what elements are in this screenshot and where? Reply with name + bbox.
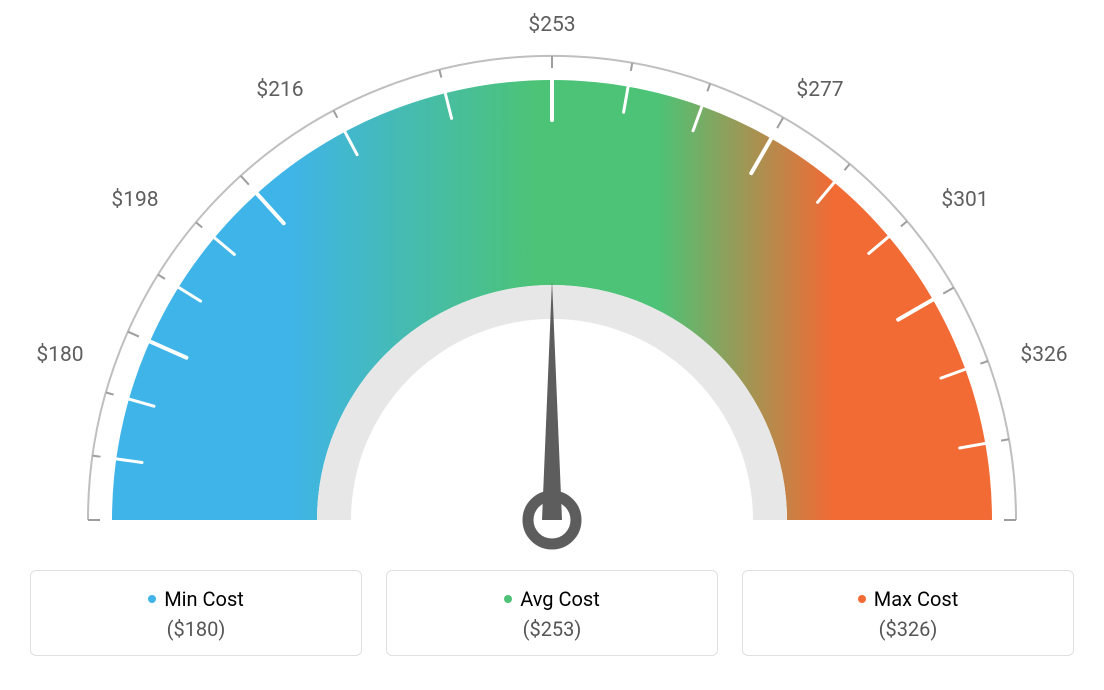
dot-icon	[148, 595, 156, 603]
dot-icon	[504, 595, 512, 603]
legend-avg: Avg Cost ($253)	[386, 570, 718, 656]
legend-max-label: Max Cost	[874, 587, 959, 611]
legend-max-value: ($326)	[743, 617, 1073, 641]
legend-avg-title: Avg Cost	[387, 587, 717, 611]
legend-min-title: Min Cost	[31, 587, 361, 611]
gauge-chart: $180 $198 $216 $253 $277 $301 $326	[0, 0, 1104, 560]
legend-max: Max Cost ($326)	[742, 570, 1074, 656]
gauge-tick-label: $253	[528, 13, 575, 37]
legend-max-title: Max Cost	[743, 587, 1073, 611]
gauge-tick-label: $277	[796, 78, 843, 102]
legend-min: Min Cost ($180)	[30, 570, 362, 656]
legend-avg-label: Avg Cost	[520, 587, 600, 611]
legend-min-value: ($180)	[31, 617, 361, 641]
gauge-tick-label: $198	[111, 188, 158, 212]
legend-row: Min Cost ($180) Avg Cost ($253) Max Cost…	[0, 570, 1104, 656]
gauge-tick-label: $301	[941, 188, 988, 212]
dot-icon	[858, 595, 866, 603]
gauge-tick-label: $180	[36, 343, 83, 367]
gauge-tick-label: $216	[256, 78, 303, 102]
legend-min-label: Min Cost	[164, 587, 244, 611]
gauge-tick-label: $326	[1020, 343, 1067, 367]
legend-avg-value: ($253)	[387, 617, 717, 641]
